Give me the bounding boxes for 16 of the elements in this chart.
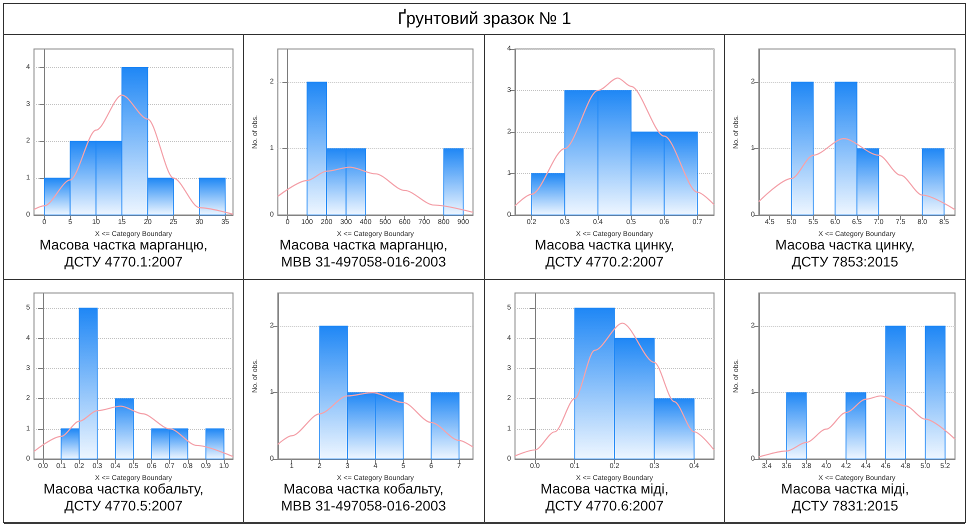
- line-series: [758, 138, 956, 210]
- text: Масова частка міді, ДСТУ 7831:2015: [780, 480, 909, 514]
- line-series: [33, 406, 234, 458]
- text: Масова частка міді, ДСТУ 4770.6:2007: [540, 480, 668, 514]
- text: Масова частка цинку, ДСТУ 4770.2:2007: [534, 236, 674, 270]
- text: Масова частка кобальту, МВВ 31-497058-016-2003: [281, 480, 446, 514]
- line-series: [514, 322, 714, 457]
- line-series: [514, 77, 714, 206]
- line-series: [277, 166, 474, 213]
- text: Масова частка цинку, ДСТУ 7853:2015: [775, 236, 914, 270]
- text: Масова частка марганцю, ДСТУ 4770.1:2007: [39, 236, 208, 270]
- line-series: [277, 392, 474, 448]
- text: Масова частка марганцю, МВВ 31-497058-016-2003: [280, 236, 448, 270]
- line-series: [33, 94, 234, 215]
- text: Масова частка кобальту, ДСТУ 4770.5:2007: [43, 480, 204, 514]
- text: Ґрунтовий зразок № 1: [4, 4, 965, 35]
